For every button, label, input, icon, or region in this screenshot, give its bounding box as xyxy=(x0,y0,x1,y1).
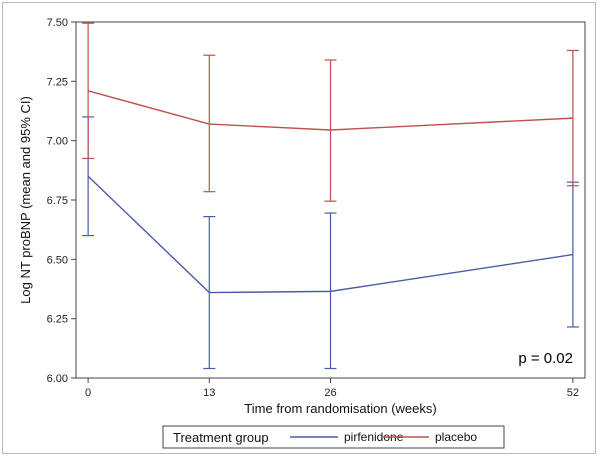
series-placebo xyxy=(82,22,579,202)
y-tick-label: 6.75 xyxy=(47,195,68,207)
y-tick-label: 6.00 xyxy=(47,373,68,385)
y-tick-label: 6.25 xyxy=(47,314,68,326)
y-axis-title: Log NT proBNP (mean and 95% CI) xyxy=(18,96,33,304)
series-layer xyxy=(82,22,579,370)
y-axis: 6.00 6.25 6.50 6.75 7.00 7.25 7.50 xyxy=(47,17,76,385)
y-tick-label: 6.50 xyxy=(47,254,68,266)
x-tick-label: 13 xyxy=(203,387,215,399)
x-tick-label: 26 xyxy=(324,387,336,399)
chart-frame xyxy=(2,2,596,454)
series-line xyxy=(87,90,573,131)
series-line xyxy=(87,175,573,294)
x-axis: 0 13 26 52 xyxy=(85,378,579,399)
series-pirfenidone xyxy=(82,116,579,370)
p-value-annotation: p = 0.02 xyxy=(518,350,573,367)
y-tick-label: 7.25 xyxy=(47,76,68,88)
y-tick-label: 7.00 xyxy=(47,136,68,148)
legend-label-pirfenidone: pirfenidone xyxy=(344,430,404,444)
x-tick-label: 0 xyxy=(85,387,91,399)
x-axis-title: Time from randomisation (weeks) xyxy=(244,401,436,416)
legend: Treatment group pirfenidone placebo xyxy=(162,425,505,449)
legend-label-placebo: placebo xyxy=(435,430,477,444)
legend-title: Treatment group xyxy=(173,430,269,445)
x-tick-label: 52 xyxy=(567,387,579,399)
y-tick-label: 7.50 xyxy=(47,17,68,29)
